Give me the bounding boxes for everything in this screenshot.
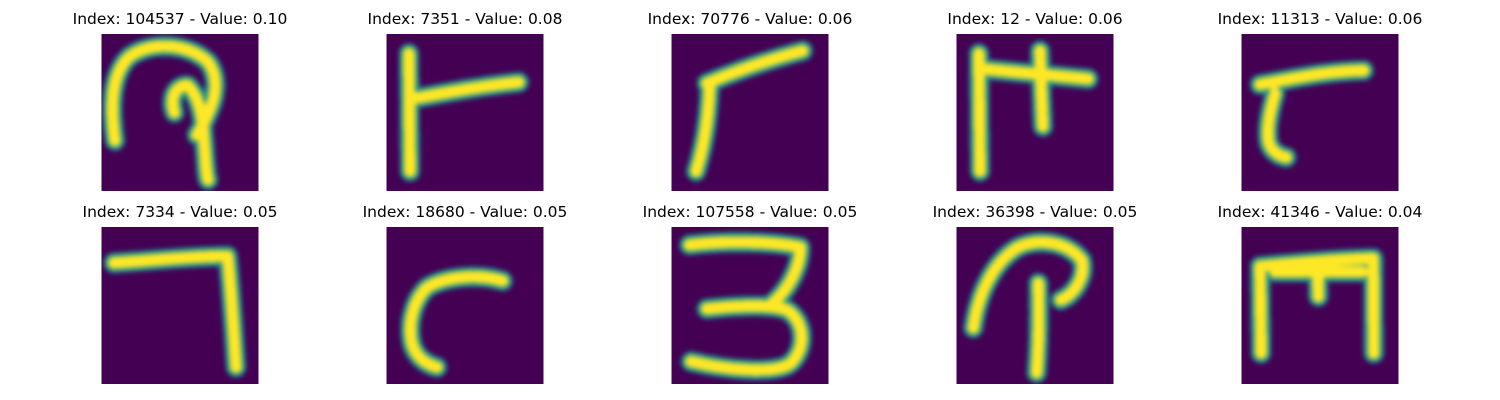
panel-title: Index: 107558 - Value: 0.05 [642, 203, 858, 221]
panel-9: Index: 36398 - Value: 0.05 [885, 193, 1185, 384]
panel-image [671, 34, 829, 191]
panel-4: Index: 12 - Value: 0.06 [885, 0, 1185, 191]
panel-title: Index: 104537 - Value: 0.10 [72, 10, 288, 28]
panel-10: Index: 41346 - Value: 0.04 [1170, 193, 1470, 384]
three-glyph [683, 236, 808, 376]
c-curve-glyph [404, 270, 509, 374]
l-bar-glyph [403, 47, 525, 178]
panel-5: Index: 11313 - Value: 0.06 [1170, 0, 1470, 191]
panel-title: Index: 12 - Value: 0.06 [947, 10, 1123, 28]
panel-title: Index: 7334 - Value: 0.05 [82, 203, 278, 221]
hook-glyph [1254, 64, 1370, 164]
panel-6: Index: 7334 - Value: 0.05 [30, 193, 330, 384]
cross-glyph [973, 44, 1095, 178]
seven-glyph [107, 250, 242, 374]
panel-title: Index: 70776 - Value: 0.06 [647, 10, 853, 28]
panel-2: Index: 7351 - Value: 0.08 [315, 0, 615, 191]
panel-title: Index: 18680 - Value: 0.05 [362, 203, 568, 221]
panel-title: Index: 36398 - Value: 0.05 [932, 203, 1138, 221]
panel-3: Index: 70776 - Value: 0.06 [600, 0, 900, 191]
panel-7: Index: 18680 - Value: 0.05 [315, 193, 615, 384]
panel-title: Index: 7351 - Value: 0.08 [367, 10, 563, 28]
panel-image [101, 34, 259, 191]
panel-image [671, 227, 829, 384]
panel-title: Index: 11313 - Value: 0.06 [1217, 10, 1423, 28]
panel-image [956, 34, 1114, 191]
panel-image [386, 34, 544, 191]
panel-image [1241, 34, 1399, 191]
angle-glyph [690, 44, 809, 178]
panel-title: Index: 41346 - Value: 0.04 [1217, 203, 1423, 221]
panel-image [101, 227, 259, 384]
panel-image [386, 227, 544, 384]
panel-1: Index: 104537 - Value: 0.10 [30, 0, 330, 191]
m-frame-glyph [1254, 252, 1380, 360]
panel-image [956, 227, 1114, 384]
panel-8: Index: 107558 - Value: 0.05 [600, 193, 900, 384]
panel-image [1241, 227, 1399, 384]
p-loop-glyph [967, 236, 1089, 379]
loop-stem-glyph [106, 40, 222, 186]
